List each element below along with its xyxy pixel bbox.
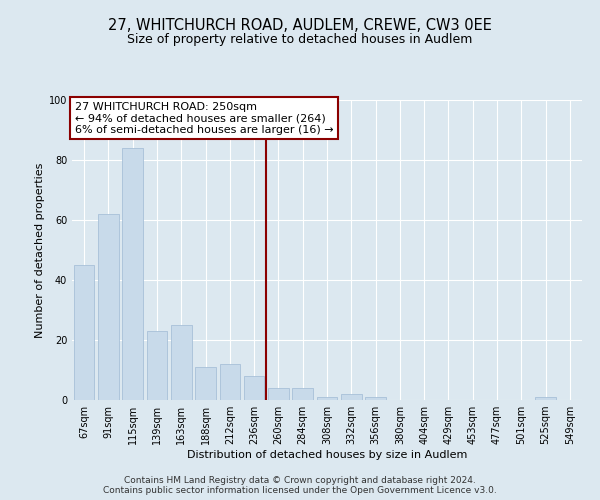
Text: 27, WHITCHURCH ROAD, AUDLEM, CREWE, CW3 0EE: 27, WHITCHURCH ROAD, AUDLEM, CREWE, CW3 … (108, 18, 492, 32)
Bar (98, 214, 119, 400)
Bar (365, 397, 386, 400)
Bar (171, 325, 191, 400)
Bar (535, 397, 556, 400)
Bar (146, 331, 167, 400)
Bar (268, 388, 289, 400)
Text: 27 WHITCHURCH ROAD: 250sqm
← 94% of detached houses are smaller (264)
6% of semi: 27 WHITCHURCH ROAD: 250sqm ← 94% of deta… (74, 102, 333, 134)
Text: Contains public sector information licensed under the Open Government Licence v3: Contains public sector information licen… (103, 486, 497, 495)
Bar (74, 265, 94, 400)
X-axis label: Distribution of detached houses by size in Audlem: Distribution of detached houses by size … (187, 450, 467, 460)
Text: Contains HM Land Registry data © Crown copyright and database right 2024.: Contains HM Land Registry data © Crown c… (124, 476, 476, 485)
Bar (341, 394, 362, 400)
Text: Size of property relative to detached houses in Audlem: Size of property relative to detached ho… (127, 32, 473, 46)
Y-axis label: Number of detached properties: Number of detached properties (35, 162, 44, 338)
Bar (292, 388, 313, 400)
Bar (122, 148, 143, 400)
Bar (317, 397, 337, 400)
Bar (244, 376, 265, 400)
Bar (195, 367, 216, 400)
Bar (220, 364, 240, 400)
